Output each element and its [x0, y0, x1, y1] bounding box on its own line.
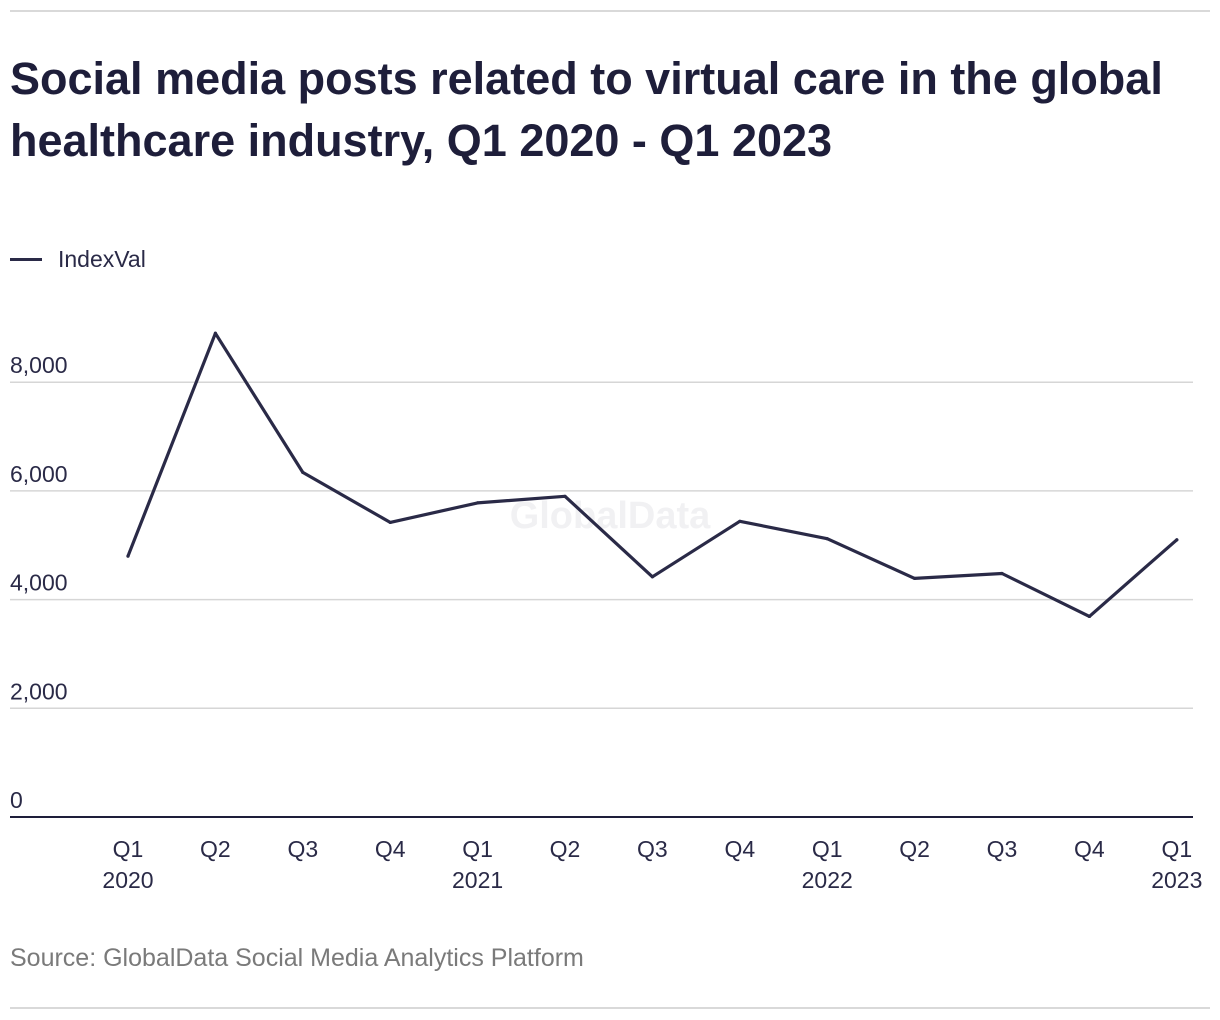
x-tick-label: Q3: [637, 836, 668, 862]
data-point: [913, 576, 917, 581]
y-tick-label: 0: [10, 787, 23, 813]
data-point: [650, 575, 655, 579]
x-tick-label: Q1: [113, 836, 144, 862]
x-tick-year-label: 2022: [802, 867, 853, 893]
y-tick-label: 6,000: [10, 461, 68, 487]
legend-swatch-indexval: [10, 258, 42, 261]
data-point: [126, 554, 130, 558]
x-tick-label: Q4: [375, 836, 406, 862]
data-point: [1087, 614, 1091, 619]
y-axis-ticks: 0 2,000 4,000 6,000 8,000: [10, 352, 68, 813]
data-point: [563, 494, 567, 498]
x-tick-label: Q2: [200, 836, 231, 862]
legend-label-indexval: IndexVal: [58, 246, 146, 272]
watermark: GlobalData: [510, 495, 711, 537]
bottom-rule: [10, 1007, 1210, 1009]
y-tick-label: 8,000: [10, 352, 68, 378]
x-tick-year-label: 2021: [452, 867, 503, 893]
x-tick-label: Q4: [724, 836, 755, 862]
x-tick-label: Q2: [550, 836, 581, 862]
series-layer: [126, 331, 1179, 619]
data-point: [213, 331, 217, 335]
x-tick-label: Q1: [462, 836, 493, 862]
data-point: [1175, 538, 1179, 542]
source-note: Source: GlobalData Social Media Analytic…: [10, 944, 584, 972]
gridlines: [10, 381, 1193, 818]
data-point: [388, 520, 392, 525]
x-tick-year-label: 2023: [1151, 867, 1202, 893]
x-tick-label: Q1: [812, 836, 843, 862]
data-point: [476, 501, 480, 505]
data-point: [301, 470, 305, 475]
y-tick-label: 2,000: [10, 678, 68, 704]
x-tick-label: Q2: [899, 836, 930, 862]
series-line-indexval: [126, 331, 1179, 619]
top-rule: [10, 10, 1210, 12]
x-tick-label: Q1: [1161, 836, 1192, 862]
data-point: [738, 519, 742, 523]
x-tick-label: Q4: [1074, 836, 1105, 862]
data-point: [1000, 571, 1004, 576]
x-axis-ticks: Q1 2020 Q2 Q3 Q4 Q1 2021 Q2 Q3 Q4 Q1 2022 Q2 Q3 Q4 Q1 20…: [102, 836, 1202, 893]
x-tick-label: Q3: [987, 836, 1018, 862]
data-point: [825, 537, 829, 541]
x-tick-year-label: 2020: [102, 867, 153, 893]
y-tick-label: 4,000: [10, 570, 68, 596]
x-tick-label: Q3: [287, 836, 318, 862]
chart-title: Social media posts related to virtual ca…: [10, 53, 1163, 166]
legend: IndexVal: [10, 246, 146, 273]
